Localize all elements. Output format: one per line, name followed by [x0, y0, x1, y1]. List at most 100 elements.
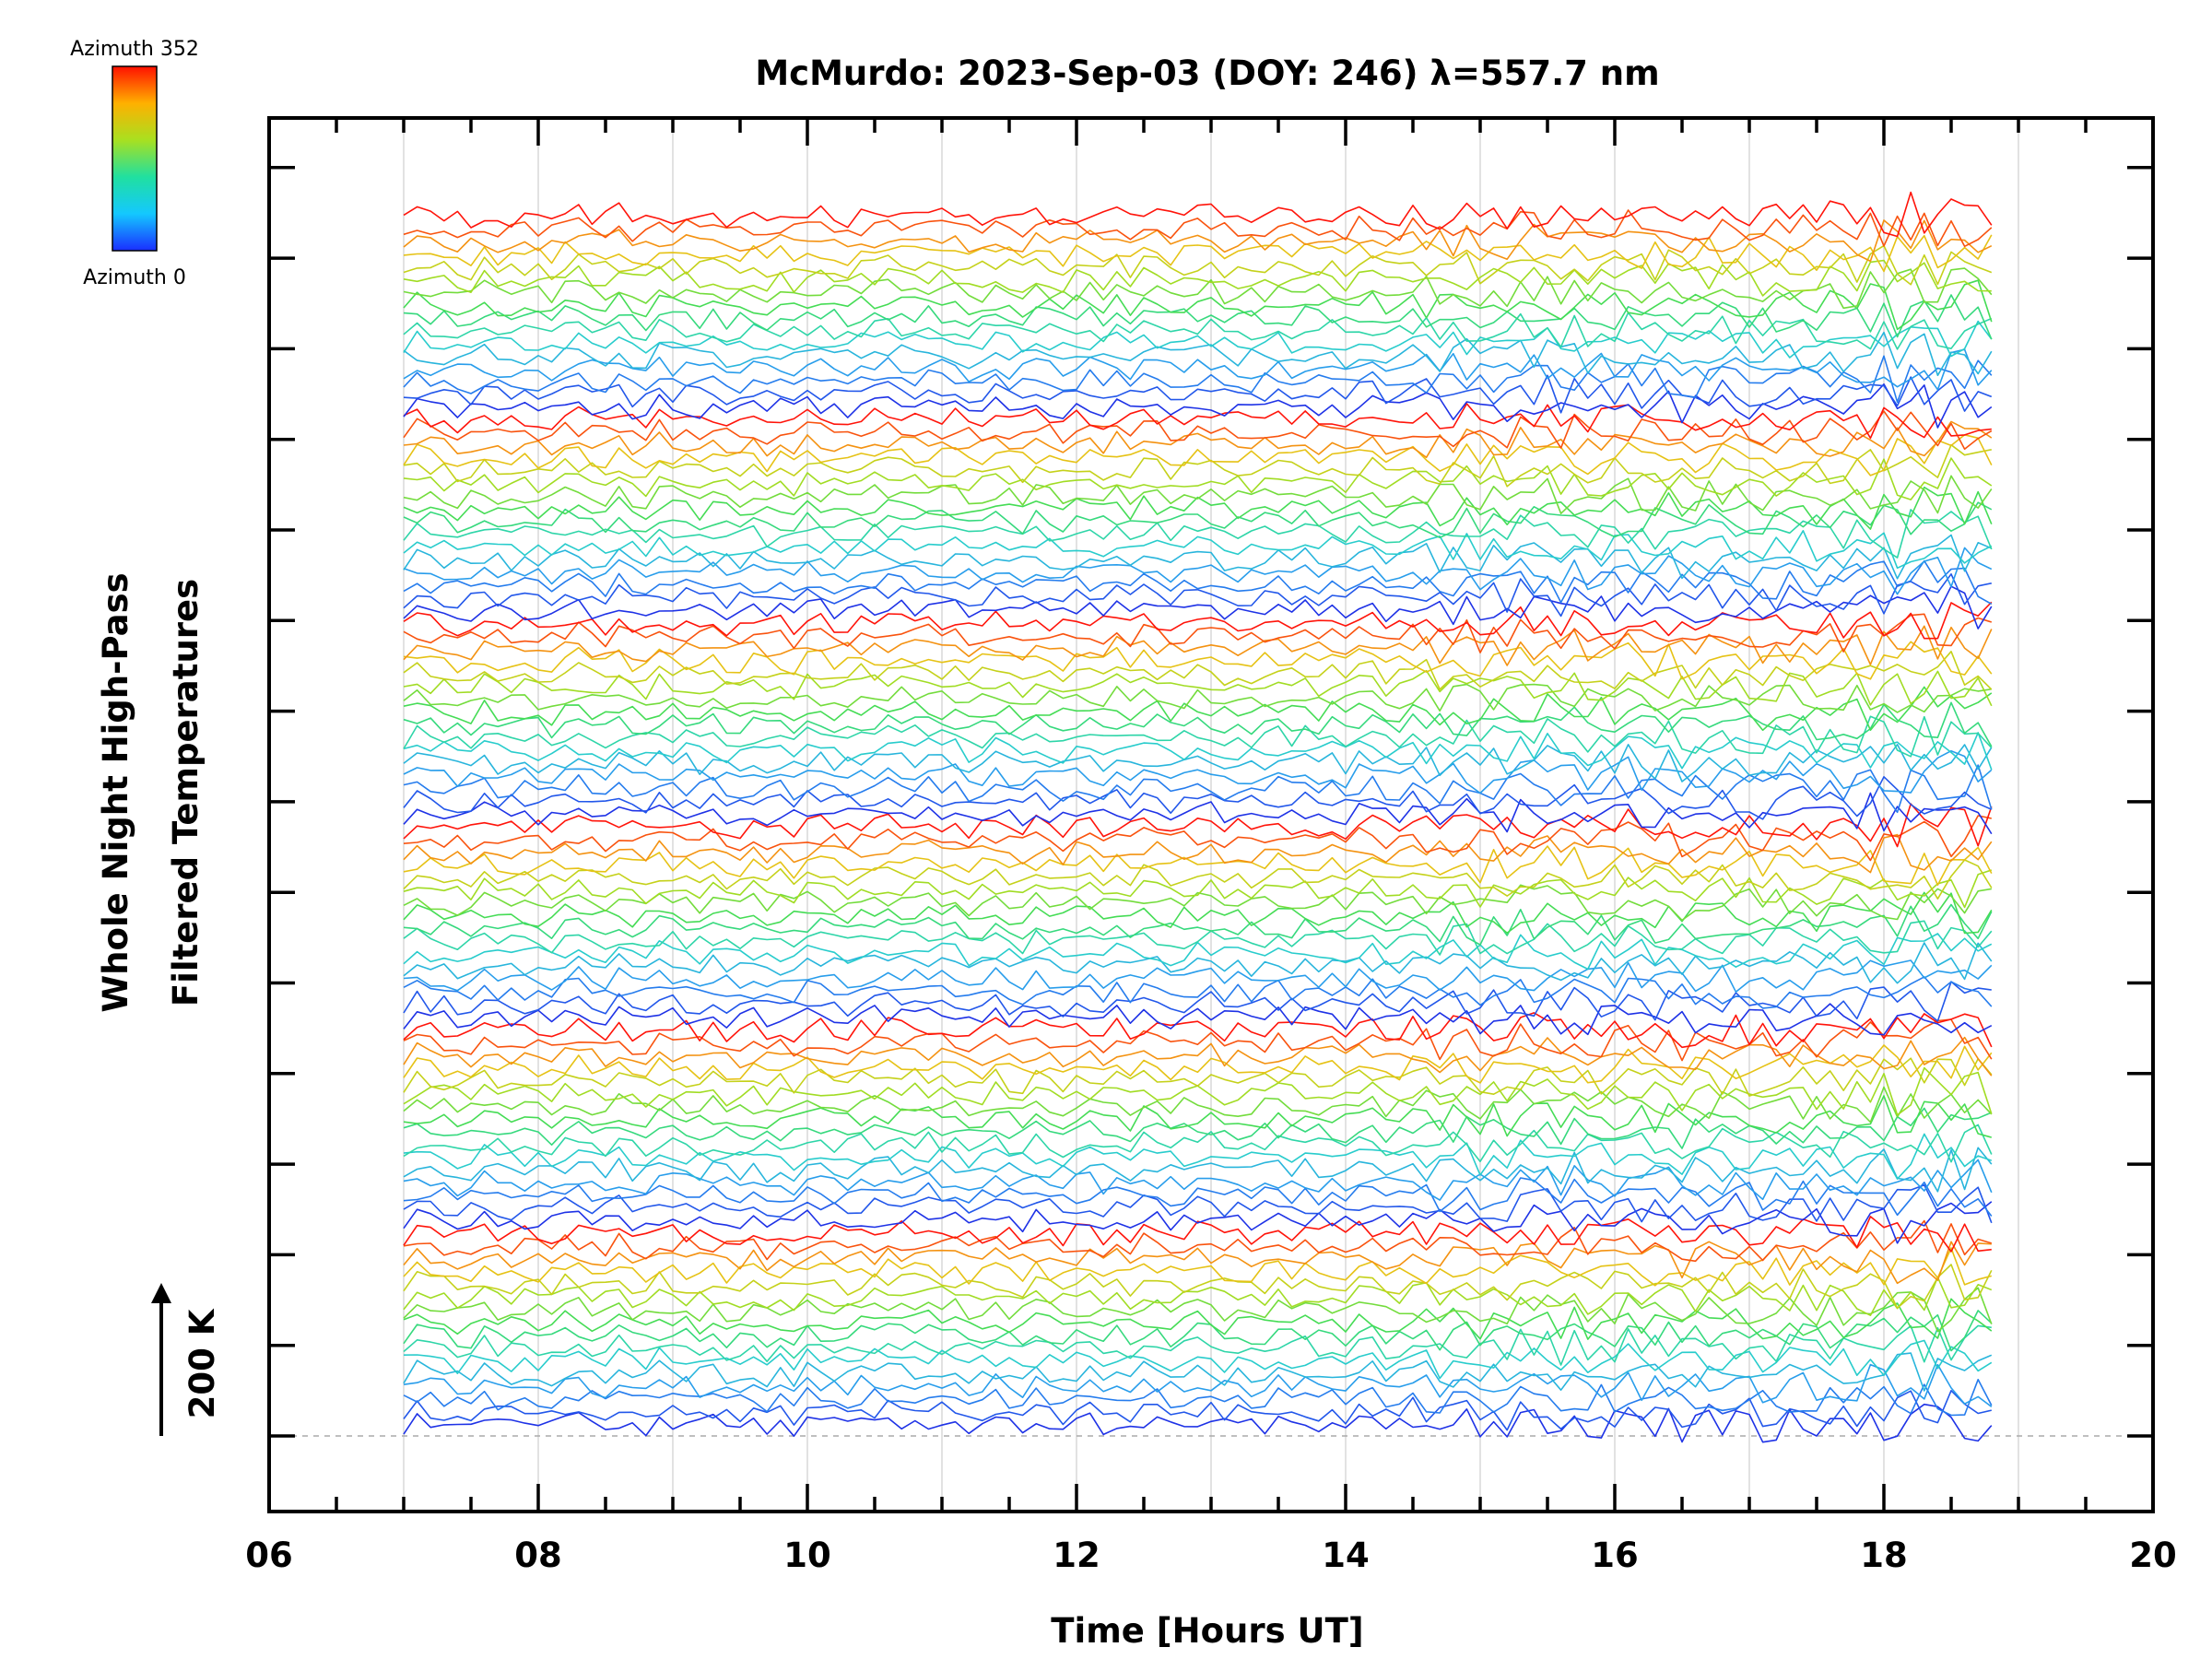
series-line	[403, 1352, 1993, 1392]
x-tick-label: 16	[1591, 1535, 1639, 1575]
series-line	[403, 443, 1992, 488]
series-line	[403, 764, 1993, 814]
scale-indicator: 200 K	[151, 1283, 222, 1436]
series-line	[403, 1277, 1993, 1316]
series-line	[403, 1339, 1993, 1380]
series-line	[403, 1095, 1993, 1138]
series-line	[403, 1298, 1993, 1340]
series-line	[403, 1201, 1993, 1244]
colorbar: Azimuth 352 Azimuth 0	[70, 38, 199, 289]
series-line	[403, 434, 1993, 477]
colorbar-top-label: Azimuth 352	[70, 38, 199, 61]
x-tick-label: 08	[514, 1535, 562, 1575]
series-line	[403, 891, 1993, 935]
series-line	[403, 1159, 1993, 1201]
series-line	[403, 1310, 1993, 1352]
series-line	[403, 457, 1993, 500]
series-line	[403, 509, 1993, 559]
series-line	[403, 701, 1993, 747]
series-line	[403, 792, 1993, 835]
series-line	[403, 749, 1993, 794]
series-line	[403, 613, 1993, 653]
series-line	[403, 1107, 1993, 1149]
series-line	[403, 1036, 1993, 1077]
series-line	[403, 744, 1993, 782]
series-line	[403, 1184, 1993, 1224]
series-line	[403, 981, 1992, 1022]
series-line	[403, 651, 1993, 690]
x-tick-label: 06	[245, 1535, 293, 1575]
series-line	[403, 547, 1993, 595]
series-line	[403, 683, 1992, 713]
series-line	[403, 1124, 1993, 1163]
series-line	[403, 1086, 1993, 1124]
scale-label: 200 K	[182, 1308, 222, 1418]
series-line	[403, 686, 1993, 732]
scale-arrow-head	[151, 1283, 171, 1303]
series-line	[403, 1216, 1992, 1253]
series-line	[403, 815, 1992, 862]
y-axis-label-line1: Whole Night High-Pass	[96, 572, 135, 1012]
series-line	[403, 776, 1993, 820]
series-line	[403, 374, 1993, 414]
series-line	[403, 1403, 1993, 1443]
series-line	[403, 501, 1993, 539]
series-line	[403, 1012, 1993, 1049]
series-line	[403, 920, 1993, 956]
series-line	[403, 1247, 1993, 1287]
series-group	[403, 191, 1993, 1443]
series-line	[403, 244, 1993, 286]
series-line	[403, 625, 1993, 666]
series-line	[403, 585, 1993, 629]
series-line	[403, 903, 1993, 946]
series-line	[403, 486, 1993, 530]
series-line	[403, 294, 1993, 340]
series-line	[403, 320, 1993, 359]
series-line	[403, 859, 1993, 900]
series-line	[403, 1133, 1993, 1180]
colorbar-gradient	[112, 65, 158, 252]
x-tick-label: 20	[2129, 1535, 2177, 1575]
series-line	[403, 715, 1993, 758]
series-line	[403, 475, 1993, 514]
series-line	[403, 1379, 1993, 1417]
series-line	[403, 803, 1993, 848]
series-line	[403, 534, 1993, 580]
x-tick-label: 14	[1322, 1535, 1370, 1575]
series-line	[403, 669, 1993, 707]
series-line	[403, 312, 1993, 350]
series-line	[403, 976, 1993, 1009]
x-axis: 06 08 10 12 14 16 18 20	[245, 118, 2177, 1575]
series-line	[403, 833, 1993, 874]
series-line	[403, 420, 1993, 459]
series-line	[403, 279, 1993, 331]
x-tick-label: 12	[1053, 1535, 1100, 1575]
colorbar-bottom-label: Azimuth 0	[83, 266, 186, 289]
series-line	[403, 1363, 1993, 1407]
series-line	[403, 403, 1992, 440]
series-line	[403, 732, 1993, 771]
x-tick-label: 10	[783, 1535, 831, 1575]
series-line	[403, 1018, 1993, 1062]
series-line	[403, 1324, 1992, 1366]
series-line	[403, 267, 1993, 310]
x-axis-label: Time [Hours UT]	[1051, 1611, 1363, 1651]
series-line	[403, 1057, 1993, 1097]
series-line	[403, 573, 1992, 618]
series-line	[403, 845, 1993, 887]
series-line	[403, 209, 1993, 248]
series-line	[403, 942, 1993, 984]
series-line	[403, 355, 1993, 404]
series-line	[403, 1241, 1992, 1285]
series-line	[403, 191, 1993, 238]
series-line	[403, 1003, 1993, 1036]
series-line	[403, 601, 1993, 640]
series-line	[403, 348, 1993, 391]
chart-title: McMurdo: 2023-Sep-03 (DOY: 246) λ=557.7 …	[755, 53, 1659, 93]
series-line	[403, 234, 1993, 273]
series-line	[403, 1177, 1993, 1217]
series-line	[403, 219, 1993, 263]
series-line	[403, 331, 1993, 377]
series-line	[403, 1287, 1993, 1333]
